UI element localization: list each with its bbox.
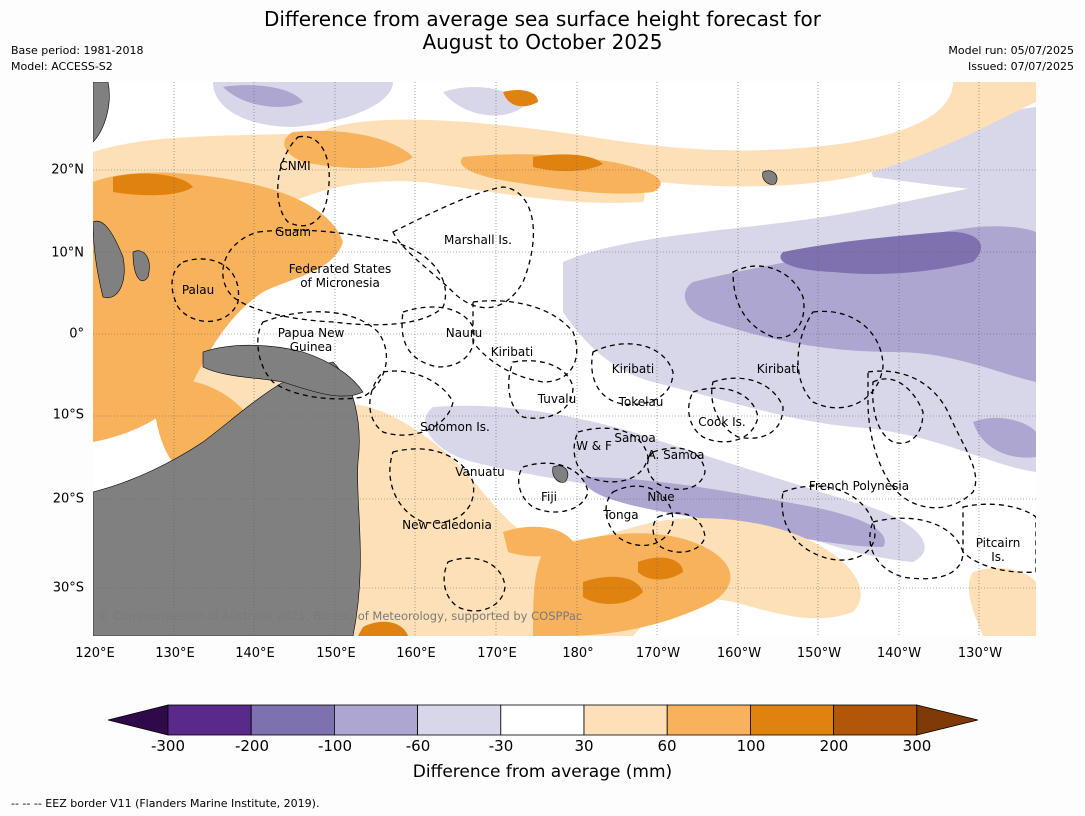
colorbar-segment	[500, 704, 585, 736]
colorbar-segment	[833, 704, 918, 736]
label-tuvalu: Tuvalu	[537, 392, 577, 406]
label-fsm-line2: of Micronesia	[300, 276, 380, 290]
label-kiribati-central: Kiribati	[611, 362, 655, 376]
label-pitcairn-line1: Pitcairn	[975, 536, 1021, 550]
label-fsm-line1: Federated States	[288, 262, 392, 276]
colorbar-segment	[333, 704, 418, 736]
map-title: Difference from average sea surface heig…	[0, 8, 1085, 54]
label-cnmi: CNMI	[279, 159, 311, 173]
lat-label: 0°	[69, 326, 84, 342]
label-tokelau: Tokelau	[618, 395, 664, 409]
label-vanuatu: Vanuatu	[455, 465, 505, 479]
negative-anomaly-layer	[133, 82, 1036, 562]
label-pitcairn-line2: Is.	[991, 550, 1005, 564]
colorbar-segment	[417, 704, 502, 736]
model-text: Model: ACCESS-S2	[11, 60, 113, 73]
forecast-map	[93, 82, 1036, 636]
colorbar	[107, 704, 979, 736]
colorbar-tick: 300	[902, 737, 932, 755]
meta-right: Model run: 05/07/2025 Issued: 07/07/2025	[948, 43, 1074, 75]
issued-text: Issued: 07/07/2025	[967, 60, 1074, 73]
colorbar-extend-low	[107, 704, 169, 736]
colorbar-tick: -30	[488, 737, 514, 755]
lon-label: 160°W	[716, 646, 762, 661]
lat-label: 20°S	[52, 491, 84, 507]
label-tonga: Tonga	[603, 508, 639, 522]
model-run-text: Model run: 05/07/2025	[948, 44, 1074, 57]
positive-anomaly-layer	[93, 82, 1036, 636]
lon-label: 140°W	[876, 646, 922, 661]
colorbar-tick: -300	[150, 737, 186, 755]
label-french-polynesia: French Polynesia	[808, 479, 910, 493]
lon-label: 180°	[562, 646, 594, 661]
eez-borders	[171, 135, 1036, 612]
lon-label: 130°W	[957, 646, 1003, 661]
label-marshall-is: Marshall Is.	[444, 233, 512, 247]
colorbar-tick: -60	[405, 737, 431, 755]
colorbar-extend-high	[916, 704, 979, 736]
label-samoa: Samoa	[614, 431, 656, 445]
label-cook-is: Cook Is.	[698, 415, 746, 429]
lon-label: 150°W	[796, 646, 842, 661]
colorbar-segment	[666, 704, 751, 736]
colorbar-label: Difference from average (mm)	[412, 762, 673, 782]
label-niue: Niue	[647, 490, 675, 504]
graticule	[93, 82, 1036, 636]
label-solomon-is: Solomon Is.	[420, 420, 490, 434]
land-layer	[93, 82, 778, 636]
label-kiribati-west: Kiribati	[490, 345, 534, 359]
colorbar-tick: -100	[317, 737, 353, 755]
lon-label: 150°E	[316, 646, 356, 661]
label-fiji: Fiji	[540, 490, 558, 504]
label-palau: Palau	[181, 283, 215, 297]
lon-label: 130°E	[155, 646, 195, 661]
colorbar-tick: 60	[657, 737, 677, 755]
lat-label: 20°N	[51, 162, 84, 178]
colorbar-tick: 100	[736, 737, 766, 755]
label-png-line1: Papua New	[277, 326, 345, 340]
colorbar-segment	[583, 704, 668, 736]
label-kiribati-east: Kiribati	[756, 362, 800, 376]
map-title-line2: August to October 2025	[422, 30, 663, 54]
colorbar-segment	[250, 704, 335, 736]
colorbar-tick: -200	[234, 737, 270, 755]
lat-label: 10°N	[51, 245, 84, 261]
label-american-samoa: A. Samoa	[647, 448, 705, 462]
lon-label: 170°E	[477, 646, 517, 661]
lon-label: 170°W	[635, 646, 681, 661]
colorbar-segment	[167, 704, 252, 736]
lon-label: 140°E	[235, 646, 275, 661]
label-wallis-futuna: W & F	[576, 439, 612, 453]
map-title-line1: Difference from average sea surface heig…	[263, 7, 822, 31]
lat-label: 30°S	[52, 580, 84, 596]
eez-footnote: -- -- -- EEZ border V11 (Flanders Marine…	[11, 797, 320, 810]
colorbar-tick: 30	[574, 737, 594, 755]
lon-label: 160°E	[396, 646, 436, 661]
colorbar-segment	[750, 704, 835, 736]
lon-label: 120°E	[75, 646, 115, 661]
label-new-caledonia: New Caledonia	[402, 518, 492, 532]
copyright-notice: © Commonwealth of Australia 2025, Bureau…	[98, 609, 583, 623]
map-canvas	[93, 82, 1036, 636]
colorbar-tick: 200	[819, 737, 849, 755]
base-period-text: Base period: 1981-2018	[11, 44, 144, 57]
label-nauru: Nauru	[445, 326, 483, 340]
colorbar-svg	[107, 704, 979, 736]
meta-left: Base period: 1981-2018 Model: ACCESS-S2	[11, 43, 143, 75]
label-guam: Guam	[275, 225, 311, 239]
label-png-line2: Guinea	[289, 340, 333, 354]
lat-label: 10°S	[52, 407, 84, 423]
